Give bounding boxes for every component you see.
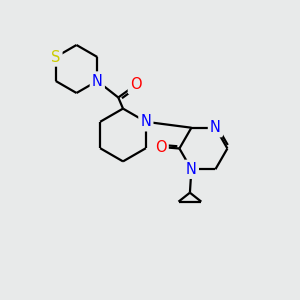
Text: N: N [92, 74, 103, 88]
Text: N: N [186, 162, 197, 177]
Text: N: N [210, 120, 221, 135]
Text: O: O [130, 77, 142, 92]
Text: S: S [51, 50, 60, 64]
Text: N: N [140, 114, 151, 129]
Text: O: O [155, 140, 166, 154]
